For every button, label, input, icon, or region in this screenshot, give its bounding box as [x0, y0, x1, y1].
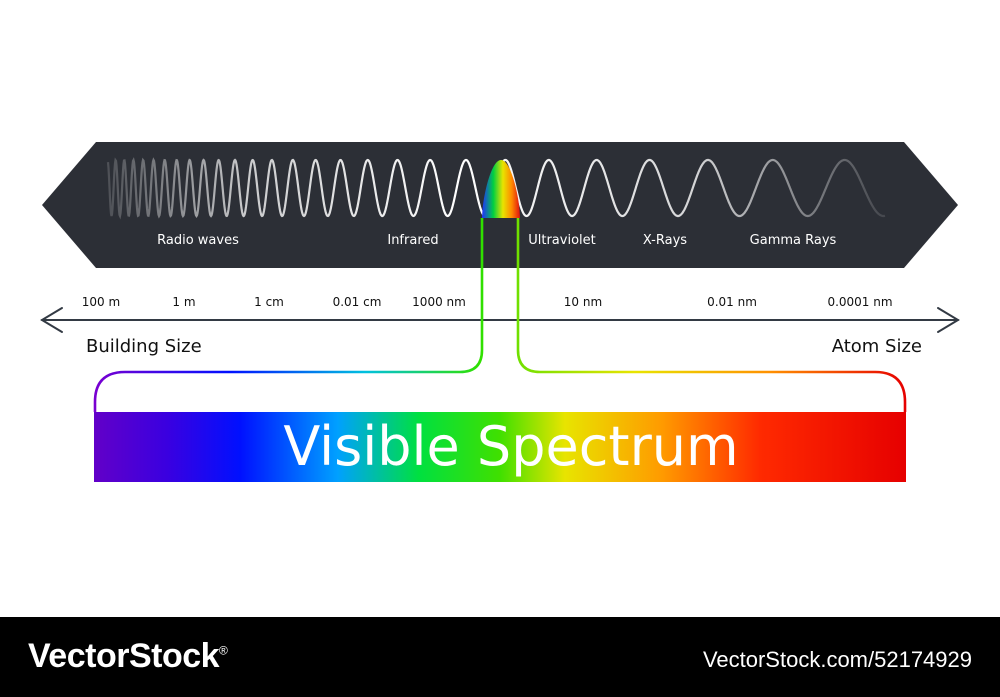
scale-label: 1 cm	[254, 295, 284, 309]
scale-label: 0.01 cm	[333, 295, 382, 309]
band-label: Gamma Rays	[750, 233, 837, 248]
scale-label: 10 nm	[564, 295, 602, 309]
visible-spectrum-bar	[94, 412, 906, 482]
registered-mark: ®	[219, 643, 228, 658]
scale-label: 0.0001 nm	[827, 295, 892, 309]
double-arrow-axis	[40, 307, 960, 333]
visible-light-bump	[482, 160, 520, 218]
building-size-label: Building Size	[86, 336, 202, 357]
scale-label: 0.01 nm	[707, 295, 757, 309]
brand-name: VectorStock	[28, 637, 220, 675]
band-label: X-Rays	[643, 233, 687, 248]
vectorstock-logo: VectorStock®	[28, 637, 228, 676]
band-label: Ultraviolet	[528, 233, 596, 248]
scale-label: 1000 nm	[412, 295, 466, 309]
spectrum-title: Visible Spectrum	[283, 415, 738, 478]
right-bracket-line	[516, 218, 907, 412]
footer-bar: VectorStock® VectorStock.com/52174929	[0, 617, 1000, 697]
atom-size-label: Atom Size	[832, 336, 922, 357]
left-bracket-line	[93, 218, 484, 412]
stock-id: VectorStock.com/52174929	[702, 647, 972, 672]
scale-label: 100 m	[82, 295, 120, 309]
scale-label: 1 m	[172, 295, 195, 309]
band-label: Radio waves	[157, 233, 239, 248]
band-label: Infrared	[387, 233, 438, 248]
